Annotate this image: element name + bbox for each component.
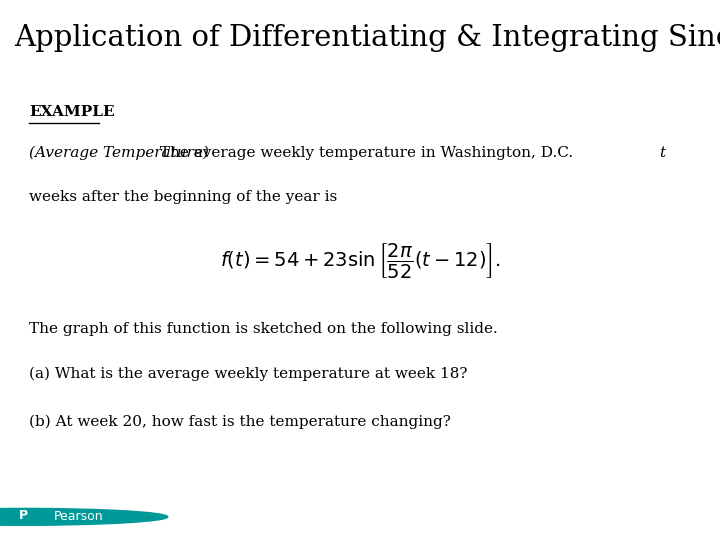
Text: (b) At week 20, how fast is the temperature changing?: (b) At week 20, how fast is the temperat…	[29, 415, 451, 429]
Text: $f(t)=54+23\sin\left[\dfrac{2\pi}{52}(t-12)\right].$: $f(t)=54+23\sin\left[\dfrac{2\pi}{52}(t-…	[220, 241, 500, 280]
Circle shape	[0, 509, 168, 525]
Text: EXAMPLE: EXAMPLE	[29, 105, 114, 119]
Text: weeks after the beginning of the year is: weeks after the beginning of the year is	[29, 190, 337, 204]
Text: (Average Temperature): (Average Temperature)	[29, 145, 209, 160]
Text: t: t	[660, 145, 666, 159]
Text: P: P	[19, 510, 28, 523]
Text: Slide 27: Slide 27	[635, 511, 704, 526]
Text: Copyright © 2018, 2014, 2010 Pearson Education Inc.: Copyright © 2018, 2014, 2010 Pearson Edu…	[246, 524, 474, 532]
Text: (a) What is the average weekly temperature at week 18?: (a) What is the average weekly temperatu…	[29, 366, 467, 381]
Text: The graph of this function is sketched on the following slide.: The graph of this function is sketched o…	[29, 322, 498, 336]
Text: Application of Differentiating & Integrating Sine: Application of Differentiating & Integra…	[14, 24, 720, 52]
Text: The average weekly temperature in Washington, D.C.: The average weekly temperature in Washin…	[155, 145, 577, 159]
Text: Pearson: Pearson	[54, 510, 104, 523]
Text: Goldstein/Schneider/Lay/Asmar, Calculus and Its Applications, 14e: Goldstein/Schneider/Lay/Asmar, Calculus …	[197, 507, 523, 516]
